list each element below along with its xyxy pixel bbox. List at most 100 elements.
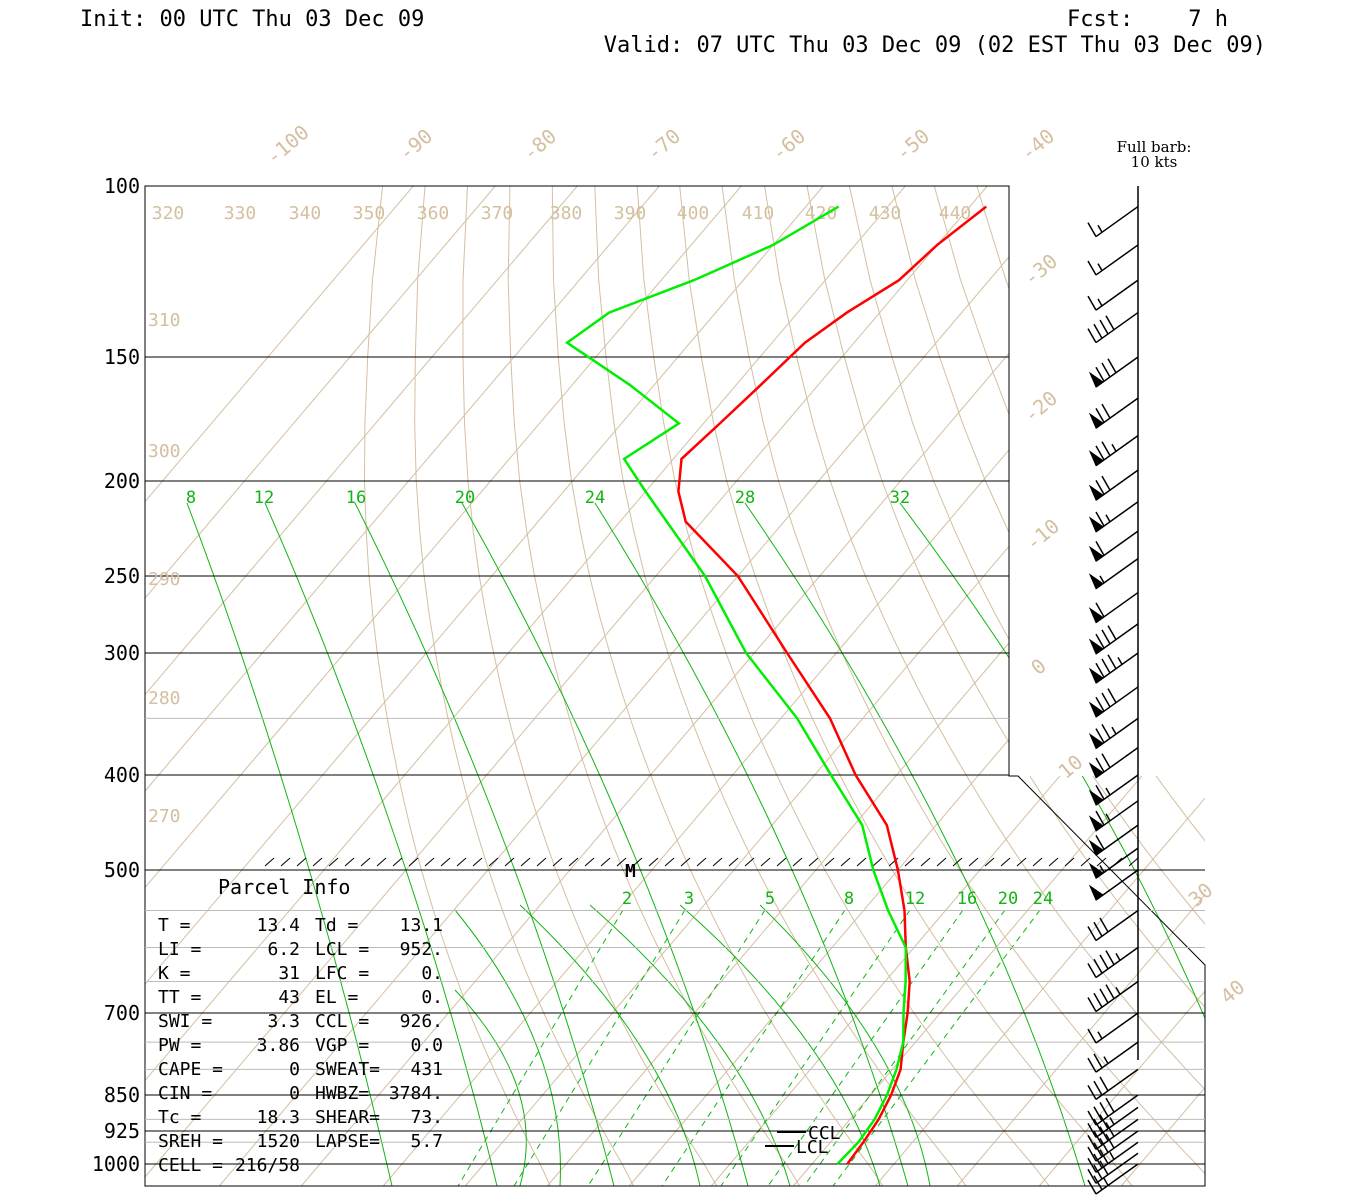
parcel-value: 13.1	[400, 915, 443, 936]
mixing-ratio-line	[720, 909, 911, 1186]
barb-flag	[1095, 511, 1105, 527]
barb-flag	[1101, 475, 1111, 491]
hatch-mark	[440, 857, 451, 867]
hatch-mark	[616, 857, 627, 867]
mixing-ratio-line	[457, 909, 624, 1186]
mixing-ratio-line	[803, 909, 1006, 1186]
hatch-mark	[344, 857, 355, 867]
hatch-mark	[968, 857, 979, 867]
barb-staff	[1095, 279, 1139, 311]
wind-barb	[1088, 747, 1139, 779]
barb-pennant	[1088, 732, 1104, 750]
dry-adiabat	[636, 186, 1050, 1186]
barb-flag	[1095, 480, 1105, 495]
parcel-key: CCL =	[315, 1011, 369, 1032]
wind-barb	[1088, 356, 1139, 388]
hatch-mark	[984, 857, 995, 867]
dry-adiabat	[976, 186, 1205, 1186]
barb-pennant	[1088, 484, 1104, 501]
theta-label: 290	[148, 569, 181, 590]
barb-flag	[1087, 1028, 1097, 1044]
hatch-mark	[824, 857, 835, 867]
theta-label: 270	[148, 806, 181, 827]
barb-pennant	[1088, 667, 1104, 684]
barb-flag	[1095, 445, 1105, 461]
parcel-value: 6.2	[267, 939, 300, 960]
isotherm-line	[145, 186, 578, 1186]
wind-barb	[1087, 980, 1139, 1013]
barb-half-flag	[1097, 224, 1103, 233]
barb-flag	[1101, 753, 1111, 769]
barb-flag	[1101, 724, 1111, 739]
barb-half-flag	[1103, 1178, 1109, 1186]
hatch-mark	[904, 857, 915, 867]
barb-flag	[1087, 926, 1097, 941]
hatch-mark	[680, 857, 691, 867]
barb-flag	[1095, 784, 1105, 800]
pressure-label: 850	[104, 1083, 140, 1107]
mixing-ratio-label: 28	[735, 488, 755, 508]
wind-barb	[1088, 397, 1139, 429]
barb-pennant	[1088, 701, 1104, 718]
moist-adiabat	[744, 502, 1086, 1186]
barb-flag	[1087, 1085, 1097, 1100]
barb-half-flag	[1111, 443, 1117, 452]
mixing-ratio-label: 2	[622, 889, 632, 909]
hatch-mark	[456, 857, 467, 867]
barb-flag	[1099, 1102, 1109, 1117]
barb-flag	[1107, 688, 1117, 704]
barb-half-flag	[1109, 1117, 1115, 1125]
isotherm-label: -100	[261, 120, 313, 169]
hatch-mark	[952, 857, 963, 867]
isotherm-label: -40	[1016, 124, 1059, 166]
init-time: Init: 00 UTC Thu 03 Dec 09	[80, 7, 424, 32]
barb-pennant	[1088, 762, 1104, 779]
mixing-ratio-label: 24	[1033, 889, 1053, 909]
barb-flag	[1099, 1076, 1109, 1092]
hatch-mark	[280, 857, 291, 867]
barb-flag	[1105, 984, 1115, 1000]
mixing-ratio-label: 3	[684, 889, 694, 909]
valid-time: Valid: 07 UTC Thu 03 Dec 09 (02 EST Thu …	[604, 33, 1266, 58]
barb-flag	[1095, 728, 1105, 744]
theta-label: 440	[939, 203, 972, 224]
dry-adiabat	[1188, 186, 1205, 1186]
barb-pennant	[1088, 862, 1104, 879]
barb-staff	[1095, 1152, 1139, 1184]
barb-flag	[1087, 1057, 1097, 1073]
barb-staff	[1095, 909, 1139, 942]
barb-flag	[1093, 921, 1103, 937]
dry-adiabat	[414, 186, 634, 1186]
isotherm-label: 40	[1216, 975, 1250, 1009]
wind-barb	[1087, 1041, 1139, 1073]
parcel-value: 0	[289, 1083, 300, 1104]
lcl-label: LCL	[796, 1137, 829, 1158]
hatch-mark	[712, 857, 723, 867]
parcel-key: VGP =	[315, 1035, 369, 1056]
barb-staff	[1095, 1012, 1139, 1044]
hatch-mark	[312, 857, 323, 867]
wind-barb	[1088, 591, 1139, 624]
barb-half-flag	[1097, 263, 1103, 272]
parcel-key: Td =	[315, 915, 359, 936]
parcel-value: 952.	[400, 939, 443, 960]
barb-half-flag	[1115, 986, 1121, 995]
isotherm-label: -30	[1019, 249, 1062, 291]
wind-barb	[1088, 717, 1139, 750]
hatch-mark	[808, 857, 819, 867]
parcel-value: 431	[410, 1059, 443, 1080]
barb-flag	[1087, 328, 1097, 343]
barb-flag	[1105, 315, 1115, 331]
wind-barb	[1087, 279, 1139, 311]
barb-flag	[1087, 1122, 1097, 1138]
barb-flag	[1095, 757, 1105, 773]
moist-adiabat	[461, 502, 749, 1186]
dry-adiabat	[1231, 186, 1350, 1186]
barb-flag	[1101, 362, 1111, 378]
isotherm-line	[145, 186, 988, 1186]
lower-moist-curve	[759, 904, 931, 1186]
barb-half-flag	[1099, 865, 1105, 873]
barb-flag	[1093, 1080, 1103, 1096]
